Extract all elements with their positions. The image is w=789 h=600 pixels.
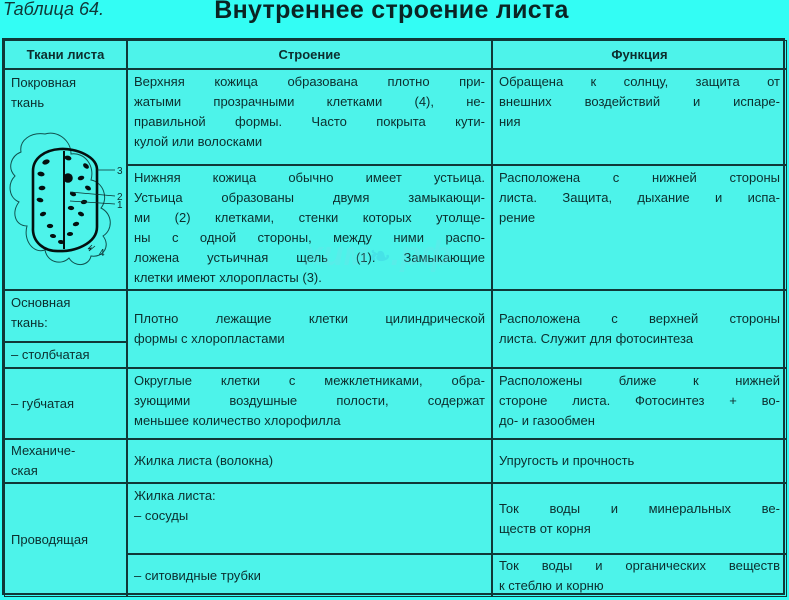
svg-text:1: 1: [117, 200, 123, 211]
svg-text:3: 3: [117, 166, 123, 177]
svg-text:4: 4: [99, 248, 105, 259]
